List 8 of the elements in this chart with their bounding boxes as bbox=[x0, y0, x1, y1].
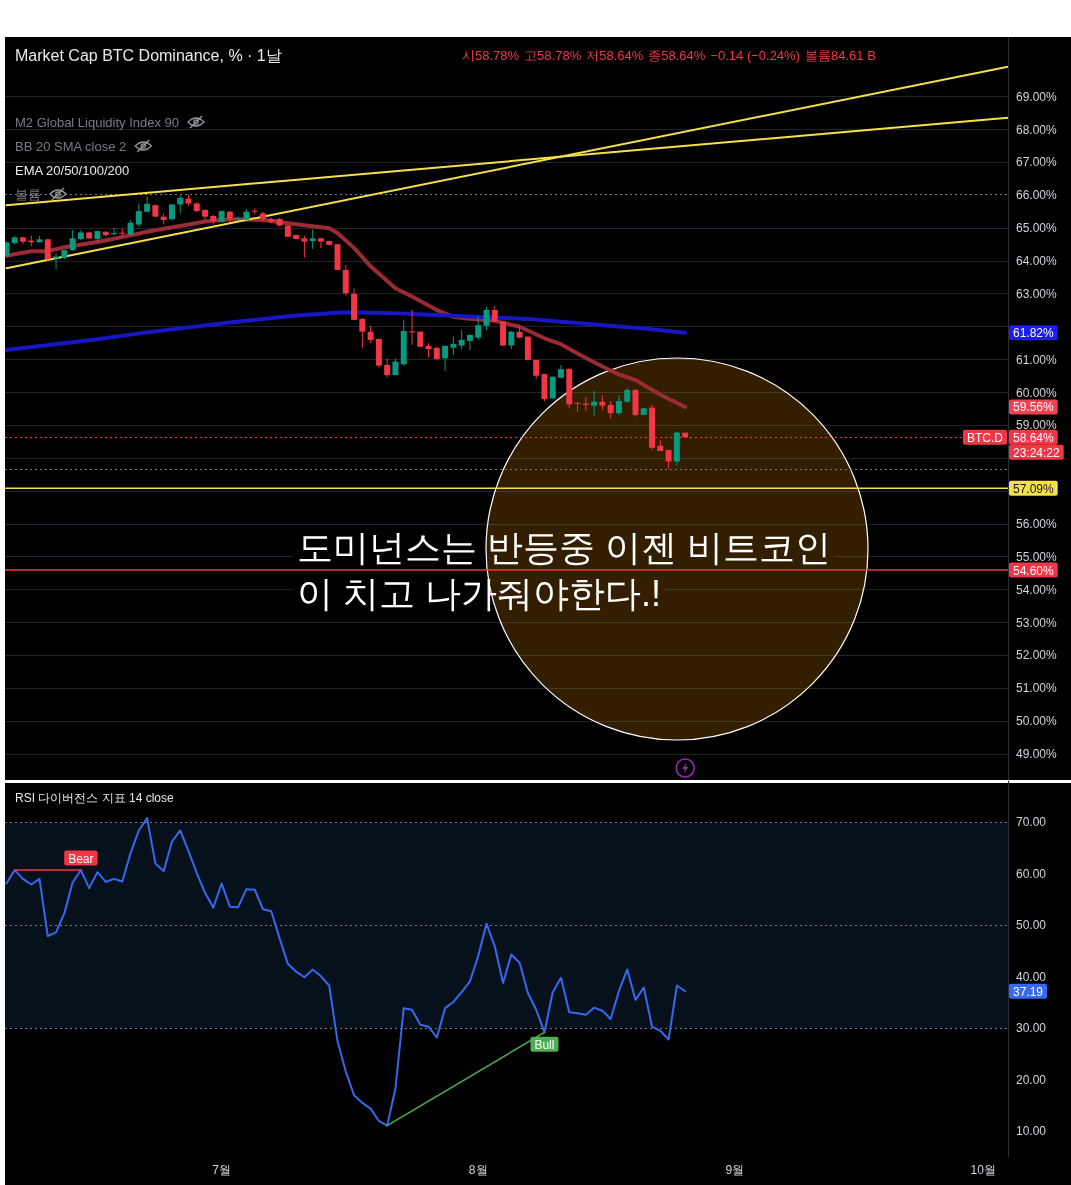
title: RSI 다이버전스 지표 14 close bbox=[15, 791, 174, 805]
annotation: Bull bbox=[534, 1037, 555, 1052]
ref-line-label: 58.64% bbox=[1013, 430, 1055, 445]
ref-line-label: 54.60% bbox=[1013, 563, 1055, 578]
annotation: Bear bbox=[68, 851, 94, 866]
ref-line-label: 57.09% bbox=[1013, 481, 1055, 496]
title: Market Cap BTC Dominance, % · 1날 bbox=[15, 46, 282, 64]
annotation: BTC.D bbox=[967, 430, 1004, 445]
